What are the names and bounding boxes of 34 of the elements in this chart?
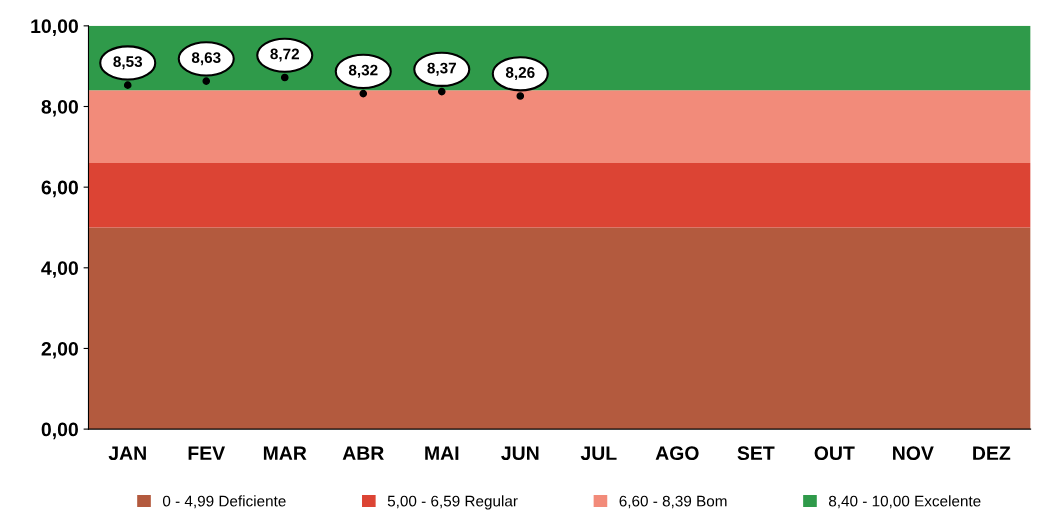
legend-label: 6,60 - 8,39 Bom (619, 495, 727, 509)
y-tick-label: 2,00 (41, 341, 78, 359)
x-tick-label: JAN (108, 446, 146, 461)
legend-label: 8,40 - 10,00 Excelente (828, 495, 981, 509)
x-tick-label: ABR (342, 446, 384, 460)
x-tick-label: DEZ (973, 446, 1011, 460)
x-tick-label: OUT (814, 446, 855, 461)
x-tick-label: AGO (655, 446, 699, 461)
x-tick-label: NOV (893, 446, 934, 461)
data-label: 8,53 (113, 56, 143, 70)
x-tick-label: JUL (580, 446, 617, 461)
data-label: 8,63 (191, 52, 221, 66)
y-tick-label: 6,00 (41, 180, 78, 198)
y-tick-label: 0,00 (41, 422, 78, 440)
x-tick-label: FEV (188, 446, 226, 460)
point (123, 81, 132, 89)
point (280, 73, 289, 82)
data-label: 8,26 (505, 67, 535, 81)
y-tick-label: 4,00 (41, 261, 78, 278)
x-tick-label: JUN (501, 446, 539, 461)
y-tick-label: 8,00 (41, 99, 78, 117)
y-tick-label: 10,00 (31, 19, 78, 36)
data-label: 8,32 (348, 64, 378, 78)
x-tick-label: MAR (263, 446, 307, 460)
point (202, 77, 211, 85)
legend-label: 5,00 - 6,59 Regular (387, 495, 518, 510)
x-tick-label: SET (737, 446, 775, 461)
point (437, 87, 446, 96)
point (359, 89, 368, 98)
data-label: 8,72 (270, 48, 300, 62)
legend-label: 0 - 4,99 Deficiente (162, 495, 286, 509)
point (516, 92, 525, 100)
x-tick-label: MAI (425, 446, 459, 460)
data-label: 8,37 (427, 62, 456, 76)
